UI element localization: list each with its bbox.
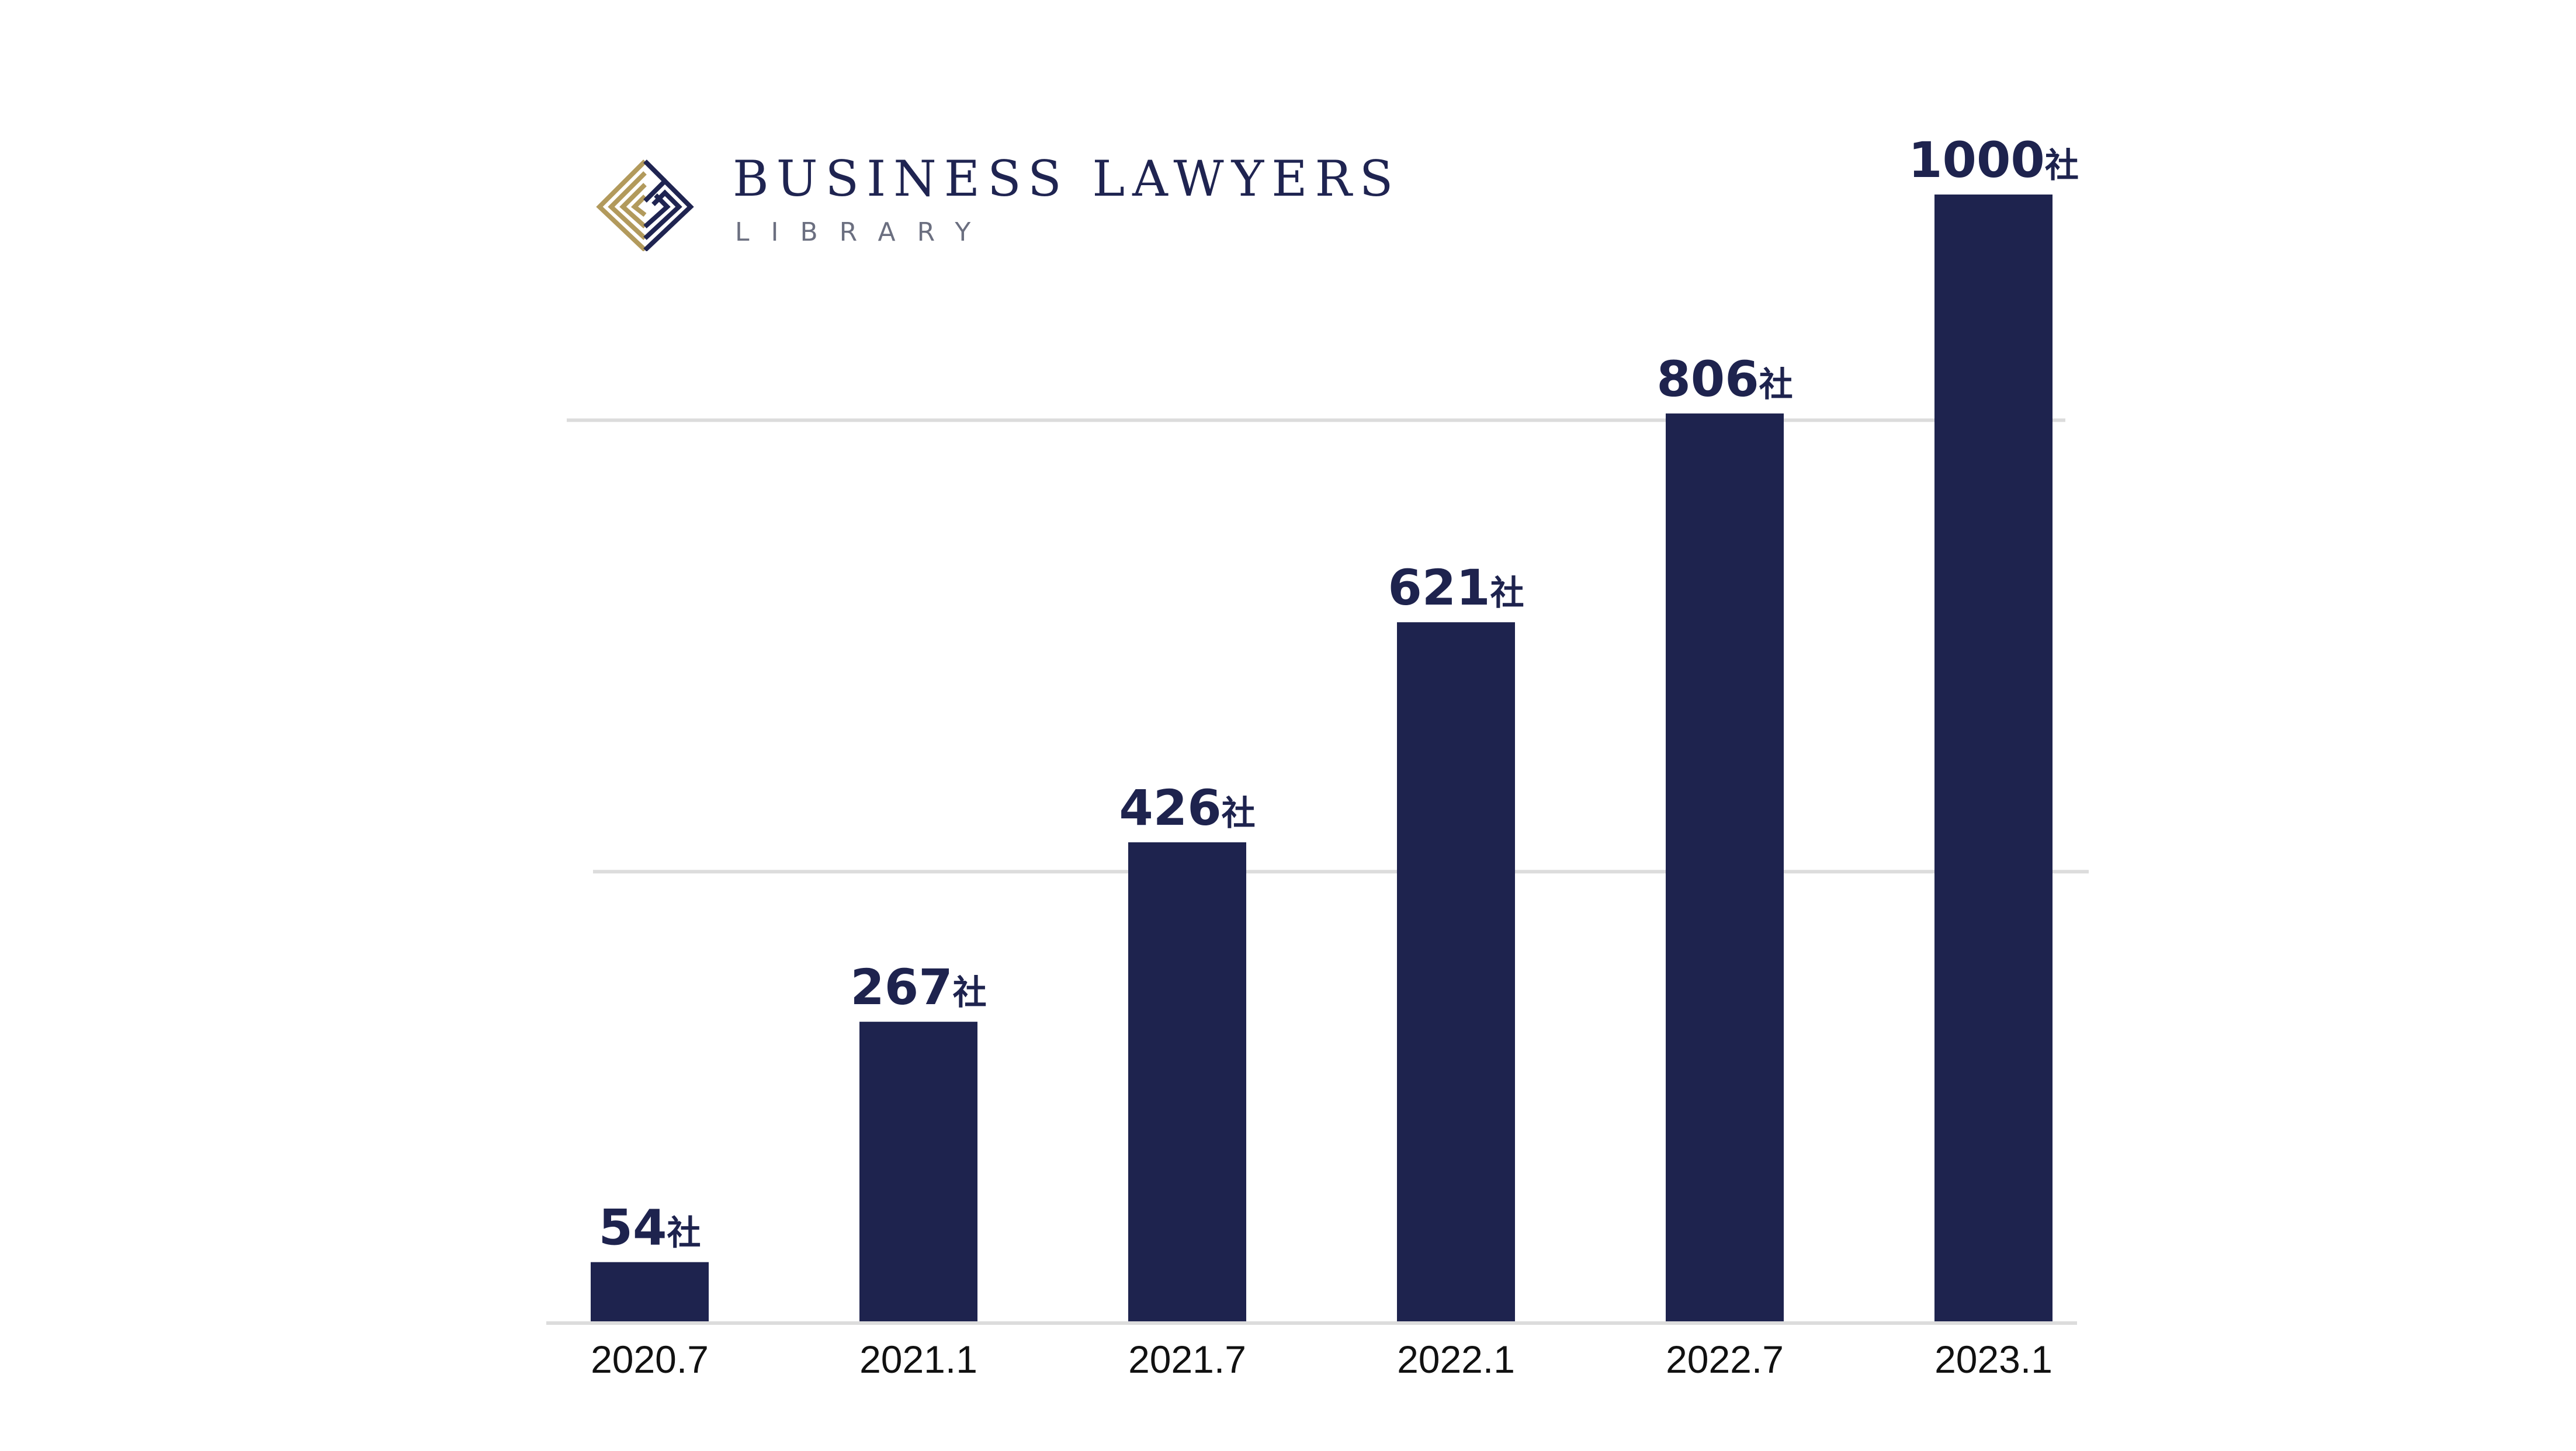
bar [1397, 622, 1515, 1323]
brand-logo: BUSINESS LAWYERS LIBRARY [595, 153, 1393, 258]
bar [591, 1262, 709, 1323]
x-tick-label: 2020.7 [591, 1338, 709, 1381]
x-tick-label: 2021.1 [859, 1338, 977, 1381]
brand-subtitle: LIBRARY [735, 217, 993, 247]
x-tick-label: 2021.7 [1128, 1338, 1246, 1381]
x-tick-labels: 2020.7 2021.1 2021.7 2022.1 2022.7 2023.1 [591, 1338, 2053, 1381]
value-labels: 54社 267社 426社 621社 806社 1000社 [599, 131, 2079, 1256]
value-label: 806社 [1656, 350, 1793, 408]
value-label: 621社 [1388, 559, 1524, 616]
x-tick-label: 2022.7 [1666, 1338, 1784, 1381]
bars [591, 195, 2053, 1323]
x-tick-label: 2022.1 [1397, 1338, 1515, 1381]
value-label: 1000社 [1908, 131, 2079, 189]
value-label: 267社 [850, 959, 986, 1016]
gridlines [567, 418, 2089, 874]
x-tick-label: 2023.1 [1934, 1338, 2053, 1381]
value-label: 426社 [1119, 779, 1255, 836]
bar [1128, 842, 1246, 1323]
bar [859, 1022, 977, 1323]
brand-name: BUSINESS LAWYERS [733, 150, 1401, 207]
brand-mark-icon [596, 159, 694, 251]
value-label: 54社 [599, 1199, 701, 1256]
bar [1666, 413, 1784, 1323]
bar [1934, 195, 2053, 1323]
